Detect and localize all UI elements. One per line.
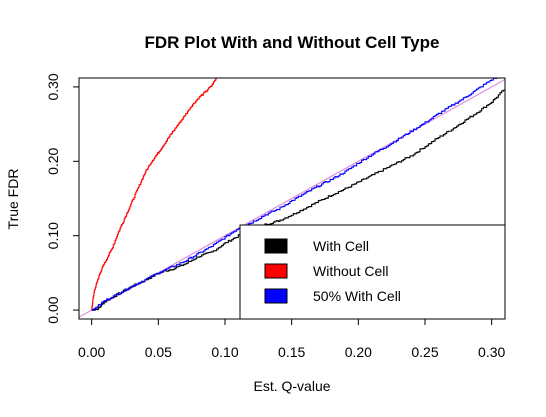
x-tick-label: 0.20: [345, 344, 372, 360]
x-tick-label: 0.00: [78, 344, 105, 360]
x-tick-label: 0.30: [478, 344, 505, 360]
legend-swatch: [264, 288, 288, 304]
plot-area: [79, 78, 505, 318]
series-line-2: [91, 78, 217, 311]
y-tick-label: 0.10: [45, 222, 61, 249]
legend: With Cell Without Cell 50% With Cell: [239, 224, 506, 320]
legend-label: 50% With Cell: [313, 288, 401, 304]
x-tick-label: 0.25: [411, 344, 438, 360]
x-tick-label: 0.15: [278, 344, 305, 360]
chart-title: FDR Plot With and Without Cell Type: [145, 33, 440, 52]
series-line-3: [91, 78, 498, 311]
x-axis-label: Est. Q-value: [253, 378, 330, 394]
y-axis-label: True FDR: [5, 169, 21, 230]
legend-swatch: [264, 238, 288, 254]
legend-swatch: [264, 263, 288, 279]
y-tick-label: 0.00: [45, 296, 61, 323]
x-tick-label: 0.05: [145, 344, 172, 360]
axes: 0.00 0.05 0.10 0.15 0.20 0.25 0.30 0.00 0.10 0.20…: [45, 73, 506, 360]
y-tick-label: 0.20: [45, 147, 61, 174]
series-line-1: [91, 88, 505, 311]
legend-label: Without Cell: [313, 263, 388, 279]
y-tick-label: 0.30: [45, 73, 61, 100]
x-tick-label: 0.10: [211, 344, 238, 360]
legend-label: With Cell: [313, 238, 369, 254]
